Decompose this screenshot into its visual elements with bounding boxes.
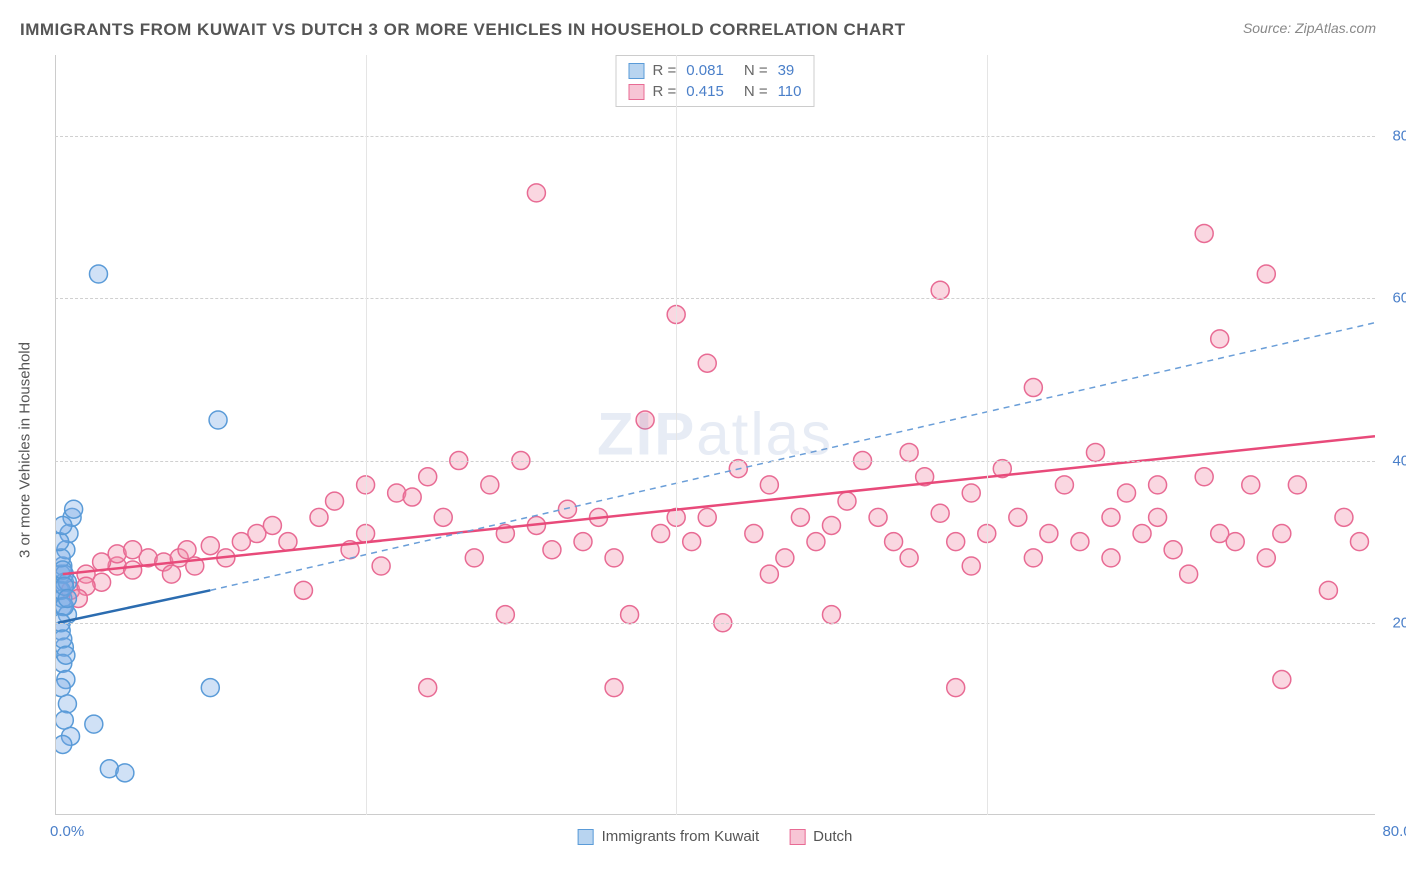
legend-item-kuwait: Immigrants from Kuwait <box>578 828 760 845</box>
r-value-dutch: 0.415 <box>686 83 724 100</box>
scatter-svg <box>55 55 1375 815</box>
x-tick-start: 0.0% <box>50 823 84 840</box>
legend-row-kuwait: R = 0.081 N = 39 <box>629 60 802 81</box>
grid-v <box>987 55 988 815</box>
n-label: N = <box>744 62 768 79</box>
stats-legend: R = 0.081 N = 39 R = 0.415 N = 110 <box>616 55 815 107</box>
swatch-dutch-icon <box>789 829 805 845</box>
swatch-kuwait-icon <box>578 829 594 845</box>
r-value-kuwait: 0.081 <box>686 62 724 79</box>
y-axis <box>55 55 56 815</box>
r-label: R = <box>653 83 677 100</box>
y-tick-label: 40.0% <box>1392 452 1406 469</box>
grid-v <box>366 55 367 815</box>
n-value-kuwait: 39 <box>778 62 795 79</box>
grid-h <box>55 461 1375 462</box>
y-tick-label: 20.0% <box>1392 614 1406 631</box>
chart-title: IMMIGRANTS FROM KUWAIT VS DUTCH 3 OR MOR… <box>20 20 905 40</box>
y-tick-label: 80.0% <box>1392 128 1406 145</box>
chart-container: 3 or more Vehicles in Household ZIPatlas… <box>55 55 1375 845</box>
legend-item-dutch: Dutch <box>789 828 852 845</box>
plot-area: ZIPatlas R = 0.081 N = 39 R = 0.415 N = … <box>55 55 1375 845</box>
legend-label-kuwait: Immigrants from Kuwait <box>602 828 760 845</box>
swatch-kuwait <box>629 63 645 79</box>
n-label: N = <box>744 83 768 100</box>
r-label: R = <box>653 62 677 79</box>
legend-label-dutch: Dutch <box>813 828 852 845</box>
y-axis-label: 3 or more Vehicles in Household <box>17 342 34 558</box>
swatch-dutch <box>629 84 645 100</box>
n-value-dutch: 110 <box>778 83 802 100</box>
legend-row-dutch: R = 0.415 N = 110 <box>629 81 802 102</box>
x-axis <box>55 814 1375 815</box>
source-attribution: Source: ZipAtlas.com <box>1243 20 1376 36</box>
x-tick-end: 80.0% <box>1382 823 1406 840</box>
grid-v <box>676 55 677 815</box>
grid-h <box>55 623 1375 624</box>
grid-h <box>55 298 1375 299</box>
y-tick-label: 60.0% <box>1392 290 1406 307</box>
grid-h <box>55 136 1375 137</box>
series-legend: Immigrants from Kuwait Dutch <box>578 828 853 845</box>
